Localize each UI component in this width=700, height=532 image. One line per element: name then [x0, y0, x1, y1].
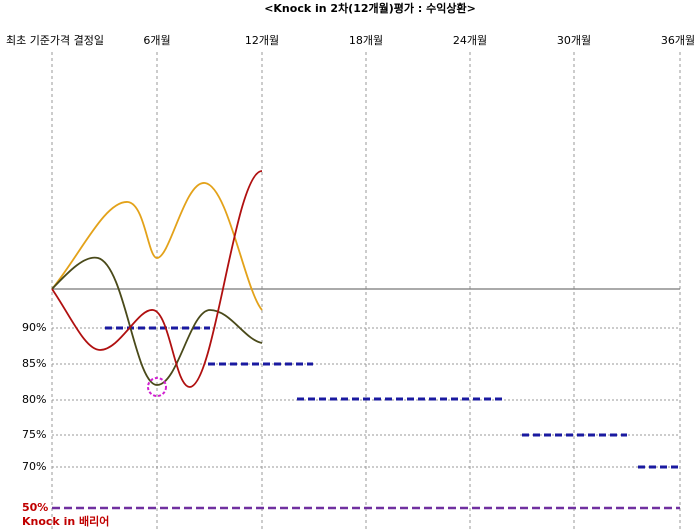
column-label: 6개월 [143, 34, 170, 47]
level-label: 80% [22, 393, 46, 406]
price-path [51, 256, 263, 386]
level-label: 90% [22, 321, 46, 334]
level-label: 70% [22, 460, 46, 473]
price-path [51, 170, 263, 388]
column-label: 30개월 [557, 34, 591, 47]
title: <Knock in 2차(12개월)평가 : 수익상환> [264, 1, 476, 15]
level-label: 50% [22, 501, 48, 514]
level-label: 85% [22, 357, 46, 370]
period-lines [51, 52, 681, 532]
level-lines [52, 327, 680, 468]
column-label: 최초 기준가격 결정일 [6, 33, 104, 47]
evaluation-marker [147, 377, 167, 397]
column-label: 24개월 [453, 34, 487, 47]
price-path [51, 182, 263, 311]
column-label: 18개월 [349, 34, 383, 47]
barrier-label: Knock in 배리어 [22, 514, 109, 528]
column-label: 12개월 [245, 34, 279, 47]
redemption-levels [105, 326, 680, 469]
column-label: 36개월 [661, 34, 695, 47]
level-label: 75% [22, 428, 46, 441]
